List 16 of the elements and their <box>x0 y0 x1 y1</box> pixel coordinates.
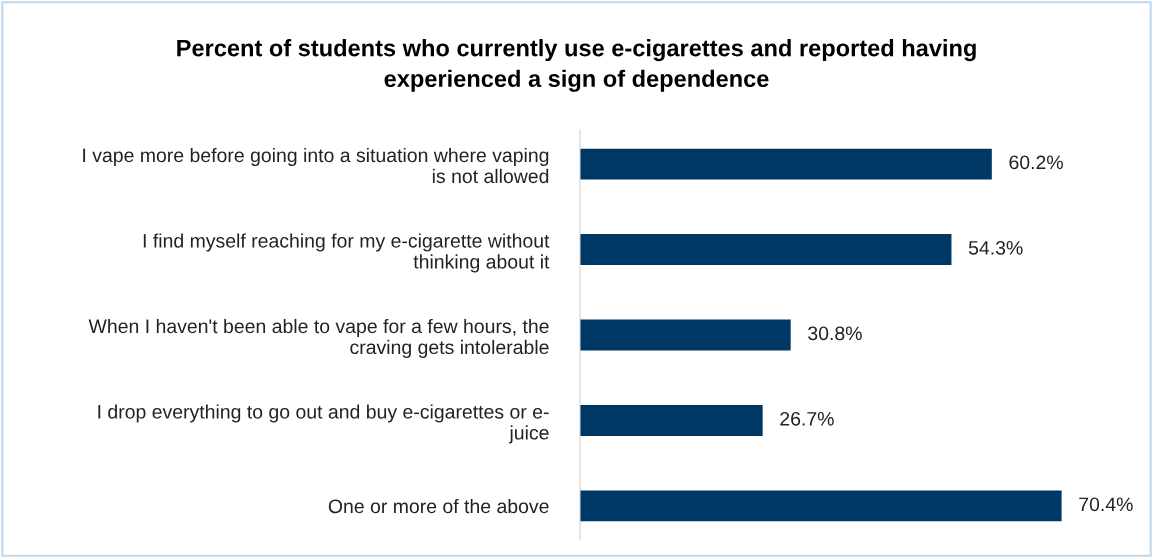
bar <box>580 405 763 436</box>
bar <box>580 148 992 180</box>
data-label: 26.7% <box>780 411 834 426</box>
data-label: 30.8% <box>808 326 862 341</box>
y-tick-label: One or more of the above <box>328 498 549 514</box>
chart-title: Percent of students who currently use e-cigarettes and reported having experienced a sign of dependence <box>177 39 976 92</box>
bar <box>580 234 952 265</box>
y-tick-label: I find myself reaching for my e-cigarette without thinking about it <box>143 233 550 273</box>
y-tick-label: When I haven't been able to vape for a few hours, the craving gets intolerable <box>88 318 549 358</box>
data-label: 70.4% <box>1079 497 1133 512</box>
data-label: 54.3% <box>968 240 1023 255</box>
bar <box>580 490 1062 522</box>
bar <box>580 319 791 351</box>
data-label: 60.2% <box>1009 155 1063 170</box>
y-tick-label: I drop everything to go out and buy e-cigarettes or e- juice <box>98 404 549 444</box>
y-tick-label: I vape more before going into a situation where vaping is not allowed <box>83 147 549 184</box>
